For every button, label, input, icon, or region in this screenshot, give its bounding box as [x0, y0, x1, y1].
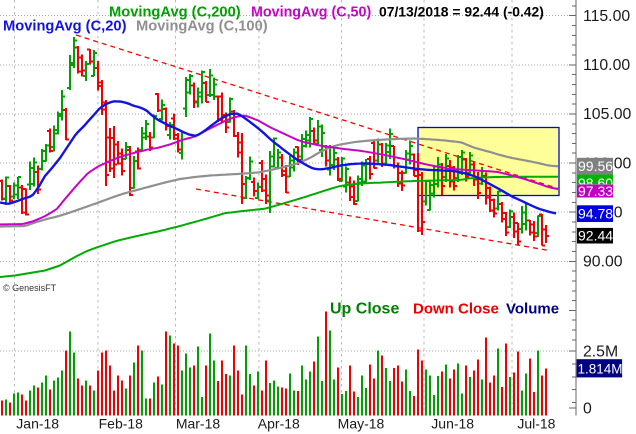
svg-text:Feb-18: Feb-18	[99, 415, 144, 431]
svg-text:105.00: 105.00	[583, 106, 632, 123]
svg-text:MovingAvg (C,100): MovingAvg (C,100)	[136, 18, 268, 34]
svg-text:07/13/2018 = 92.44 (-0.42): 07/13/2018 = 92.44 (-0.42)	[379, 4, 544, 20]
svg-text:Jun-18: Jun-18	[431, 415, 474, 431]
svg-text:Apr-18: Apr-18	[258, 415, 300, 431]
svg-text:99.56: 99.56	[578, 158, 613, 174]
svg-text:Mar-18: Mar-18	[176, 415, 221, 431]
svg-text:Jan-18: Jan-18	[16, 415, 59, 431]
svg-text:90.00: 90.00	[583, 254, 623, 271]
svg-text:115.00: 115.00	[583, 8, 630, 25]
svg-text:97.33: 97.33	[578, 183, 613, 199]
svg-text:MovingAvg (C,50): MovingAvg (C,50)	[251, 5, 371, 21]
svg-text:Volume: Volume	[506, 301, 559, 318]
svg-text:0: 0	[583, 400, 592, 417]
svg-text:Down Close: Down Close	[413, 301, 499, 318]
svg-text:MovingAvg (C,20): MovingAvg (C,20)	[3, 18, 127, 34]
svg-text:MovingAvg (C,200): MovingAvg (C,200)	[109, 5, 241, 21]
svg-text:1.814M: 1.814M	[578, 361, 623, 376]
svg-text:2.5M: 2.5M	[583, 343, 618, 360]
svg-text:110.00: 110.00	[583, 57, 630, 74]
svg-text:© GenesisFT: © GenesisFT	[3, 283, 57, 293]
svg-text:92.44: 92.44	[578, 228, 613, 244]
svg-text:Jul-18: Jul-18	[517, 415, 555, 431]
svg-text:Up Close: Up Close	[330, 301, 399, 318]
svg-text:94.78: 94.78	[578, 206, 613, 222]
svg-text:May-18: May-18	[338, 415, 385, 431]
